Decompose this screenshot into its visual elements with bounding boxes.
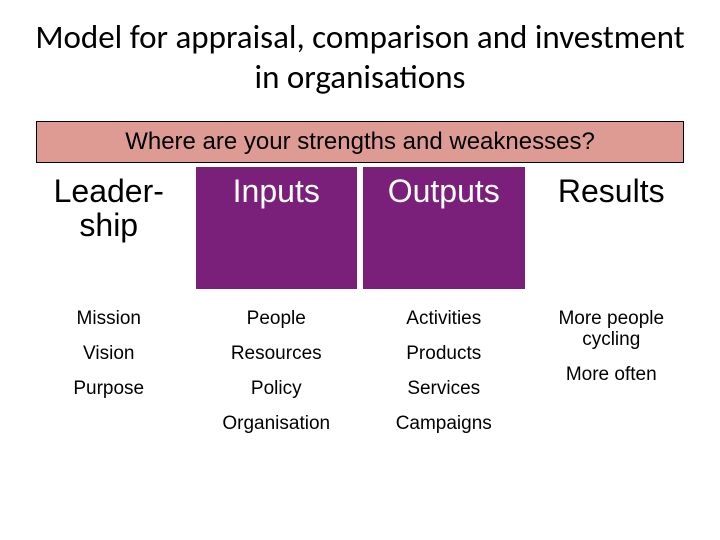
col-header-label: Leader-ship <box>54 175 164 242</box>
col-header-label: Results <box>558 175 665 209</box>
col-header-outputs: Outputs <box>363 167 525 289</box>
list-item: Campaigns <box>396 414 492 435</box>
list-item: Resources <box>231 344 322 365</box>
list-item: People <box>247 309 306 330</box>
slide-title: Model for appraisal, comparison and inve… <box>28 18 692 97</box>
list-item: Mission <box>77 309 141 330</box>
lower-grid: Mission Vision Purpose People Resources … <box>28 295 692 449</box>
col-header-results: Results <box>531 167 693 289</box>
col-inputs: People Resources Policy Organisation <box>196 295 358 449</box>
header-row: Leader-ship Inputs Outputs Results <box>28 167 692 289</box>
list-item: Organisation <box>222 414 330 435</box>
col-results: More people cycling More often <box>531 295 693 449</box>
col-header-label: Outputs <box>388 175 500 209</box>
col-header-leadership: Leader-ship <box>28 167 190 289</box>
col-header-inputs: Inputs <box>196 167 358 289</box>
col-outputs: Activities Products Services Campaigns <box>363 295 525 449</box>
list-item: More often <box>562 365 661 386</box>
list-item: Services <box>407 379 480 400</box>
list-item: Policy <box>251 379 302 400</box>
col-leadership: Mission Vision Purpose <box>28 295 190 449</box>
col-header-label: Inputs <box>233 175 320 209</box>
list-item: More people cycling <box>531 309 693 351</box>
list-item: Products <box>406 344 481 365</box>
list-item: Vision <box>83 344 134 365</box>
question-banner: Where are your strengths and weaknesses? <box>36 121 684 163</box>
list-item: Purpose <box>73 379 144 400</box>
list-item: Activities <box>406 309 481 330</box>
